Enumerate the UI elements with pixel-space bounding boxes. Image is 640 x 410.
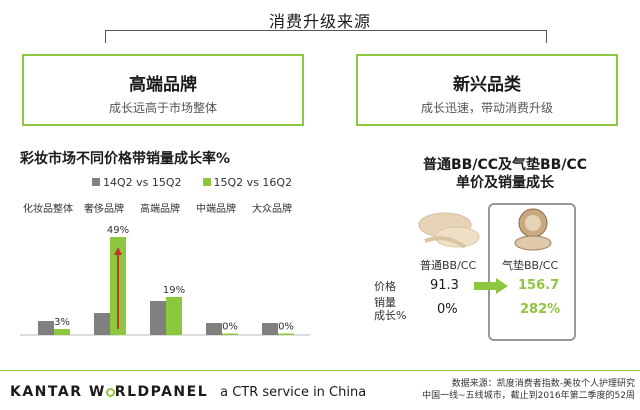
growth-row-label-line2: 成长%	[374, 309, 407, 322]
legend-swatch-green	[202, 178, 211, 186]
data-label: 49%	[107, 225, 129, 236]
price-row-label: 价格	[374, 280, 396, 293]
arrow-right-icon	[474, 278, 508, 294]
growth-a-value: 0%	[437, 302, 458, 317]
cushion-highlight-frame	[488, 203, 576, 341]
category-label: 中端品牌	[196, 202, 236, 215]
comparison-title: 普通BB/CC及气垫BB/CC 单价及销量成长	[400, 156, 610, 192]
growth-row-label-line1: 销量	[374, 296, 396, 309]
high-end-subheading: 成长远高于市场整体	[108, 101, 217, 115]
comparison-title-line2: 单价及销量成长	[456, 175, 554, 191]
comparison-title-line1: 普通BB/CC及气垫BB/CC	[422, 157, 587, 173]
chart-legend: 14Q2 vs 15Q2 15Q2 vs 16Q2	[92, 176, 292, 189]
product-b-label: 气垫BB/CC	[502, 259, 559, 272]
data-source-note: 数据来源：凯度消费者指数-美妆个人护理研究 中国一线~五线城市，截止到2016年…	[395, 378, 635, 402]
kantar-logo: KANTAR W RLDPANEL a CTR service in China	[10, 384, 366, 400]
price-a-value: 91.3	[430, 278, 459, 293]
cushion-compact-image	[514, 208, 552, 251]
logo-text-worldpanel: RLDPANEL	[114, 384, 209, 400]
chart-title: 彩妆市场不同价格带销量成长率%	[20, 151, 231, 167]
bar-grey	[262, 323, 278, 335]
data-label: 0%	[222, 322, 238, 333]
data-label: 19%	[163, 285, 185, 296]
bar-green	[222, 333, 238, 335]
source-line-1: 数据来源：凯度消费者指数-美妆个人护理研究	[451, 379, 635, 389]
footer-divider	[0, 370, 640, 371]
growth-b-value: 282%	[520, 302, 561, 317]
new-category-subheading: 成长迅速，带动消费升级	[420, 101, 553, 115]
high-end-heading: 高端品牌	[129, 75, 197, 95]
growth-row-label: 销量 成长%	[374, 296, 406, 322]
legend-series-2: 15Q2 vs 16Q2	[213, 176, 293, 189]
bar-grey	[94, 313, 110, 335]
bar-chart: 化妆品整体 3% 奢侈品牌 49% 高端品牌 19% 中端品牌 0% 大众品牌 0%	[20, 202, 310, 336]
price-b-value: 156.7	[518, 278, 560, 293]
category-label: 化妆品整体	[23, 202, 73, 215]
data-label: 3%	[54, 317, 70, 328]
logo-tagline: a CTR service in China	[220, 385, 367, 400]
bar-grey	[38, 321, 54, 335]
growth-arrow-head-icon	[114, 247, 122, 255]
legend-series-1: 14Q2 vs 15Q2	[103, 176, 182, 189]
legend-swatch-grey	[92, 178, 100, 186]
bar-grey	[150, 301, 166, 335]
category-label: 奢侈品牌	[84, 202, 124, 215]
bar-grey	[206, 323, 222, 335]
new-category-box: 新兴品类 成长迅速，带动消费升级	[356, 54, 618, 126]
logo-o-icon	[105, 388, 115, 397]
source-line-2: 中国一线~五线城市，截止到2016年第二季度的52周	[422, 391, 635, 401]
product-a-label: 普通BB/CC	[420, 259, 477, 272]
title-bracket	[105, 30, 547, 43]
new-category-heading: 新兴品类	[453, 75, 521, 95]
data-label: 0%	[278, 322, 294, 333]
bar-green	[166, 297, 182, 335]
high-end-brand-box: 高端品牌 成长远高于市场整体	[22, 54, 304, 126]
bar-green	[278, 333, 294, 335]
bb-cream-swatch-image	[418, 212, 480, 249]
page-title: 消费升级来源	[268, 12, 371, 31]
logo-text-kantar: KANTAR W	[10, 384, 106, 400]
category-label: 高端品牌	[140, 202, 180, 215]
bar-green	[54, 329, 70, 335]
category-label: 大众品牌	[252, 202, 292, 215]
